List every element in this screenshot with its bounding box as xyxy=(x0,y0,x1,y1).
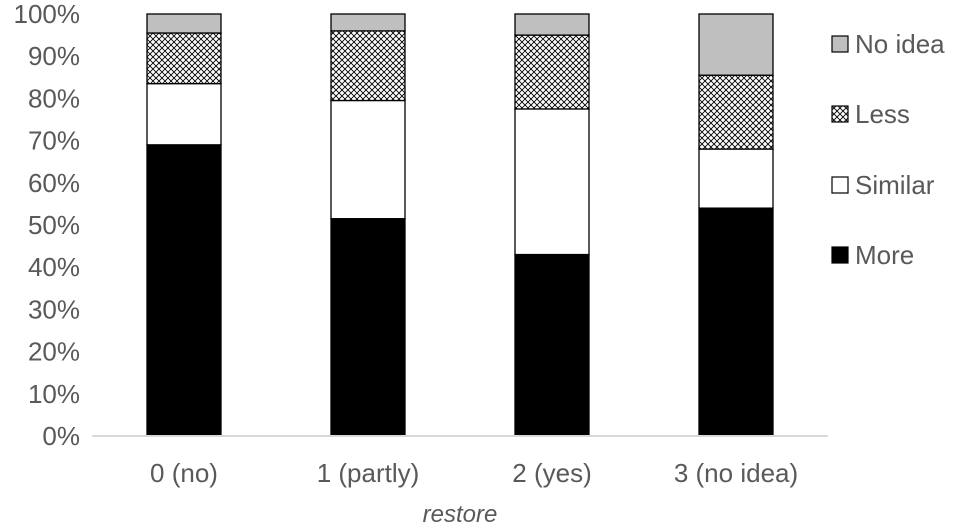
bar-segment-similar xyxy=(330,99,406,220)
y-tick-label: 20% xyxy=(28,337,80,367)
bar-segment-no-idea xyxy=(514,13,590,36)
legend-swatch-no-idea xyxy=(831,35,849,53)
x-axis-labels: 0 (no) 1 (partly) 2 (yes) 3 (no idea) xyxy=(150,458,798,488)
bar-segment-no-idea xyxy=(146,13,222,34)
legend-label: More xyxy=(855,240,914,270)
y-tick-label: 70% xyxy=(28,126,80,156)
bar-segment-similar xyxy=(698,148,774,209)
y-tick-label: 60% xyxy=(28,168,80,198)
y-tick-label: 90% xyxy=(28,41,80,71)
legend: No idea Less Similar More xyxy=(831,29,945,270)
bar-segment-similar xyxy=(146,82,222,146)
y-tick-label: 100% xyxy=(14,0,81,29)
legend-label: Similar xyxy=(855,170,935,200)
legend-swatch-more xyxy=(831,246,849,264)
legend-swatch-less xyxy=(831,105,849,123)
legend-swatch-similar xyxy=(831,176,849,194)
x-category-label: 2 (yes) xyxy=(512,458,591,488)
bar-segment-more xyxy=(514,253,590,437)
y-tick-label: 0% xyxy=(42,421,80,451)
bar-segment-less xyxy=(330,30,406,102)
y-axis: 0% 10% 20% 30% 40% 50% 60% 70% 80% 90% 100% xyxy=(14,0,81,451)
y-tick-label: 80% xyxy=(28,83,80,113)
x-category-label: 1 (partly) xyxy=(317,458,420,488)
bar-segment-no-idea xyxy=(698,13,774,76)
bar-segment-more xyxy=(330,218,406,437)
y-tick-label: 10% xyxy=(28,379,80,409)
x-axis-title: restore xyxy=(423,501,498,528)
bar-segment-less xyxy=(514,34,590,110)
x-category-label: 3 (no idea) xyxy=(674,458,798,488)
bar-segment-more xyxy=(146,144,222,437)
bar-segment-less xyxy=(698,74,774,150)
y-tick-label: 40% xyxy=(28,252,80,282)
legend-label: Less xyxy=(855,99,910,129)
bar-segment-similar xyxy=(514,108,590,256)
x-category-label: 0 (no) xyxy=(150,458,218,488)
bar-segment-more xyxy=(698,207,774,437)
bar-segment-less xyxy=(146,32,222,85)
bars xyxy=(146,13,774,437)
y-tick-label: 50% xyxy=(28,210,80,240)
bar-segment-no-idea xyxy=(330,13,406,32)
y-tick-label: 30% xyxy=(28,294,80,324)
legend-label: No idea xyxy=(855,29,945,59)
